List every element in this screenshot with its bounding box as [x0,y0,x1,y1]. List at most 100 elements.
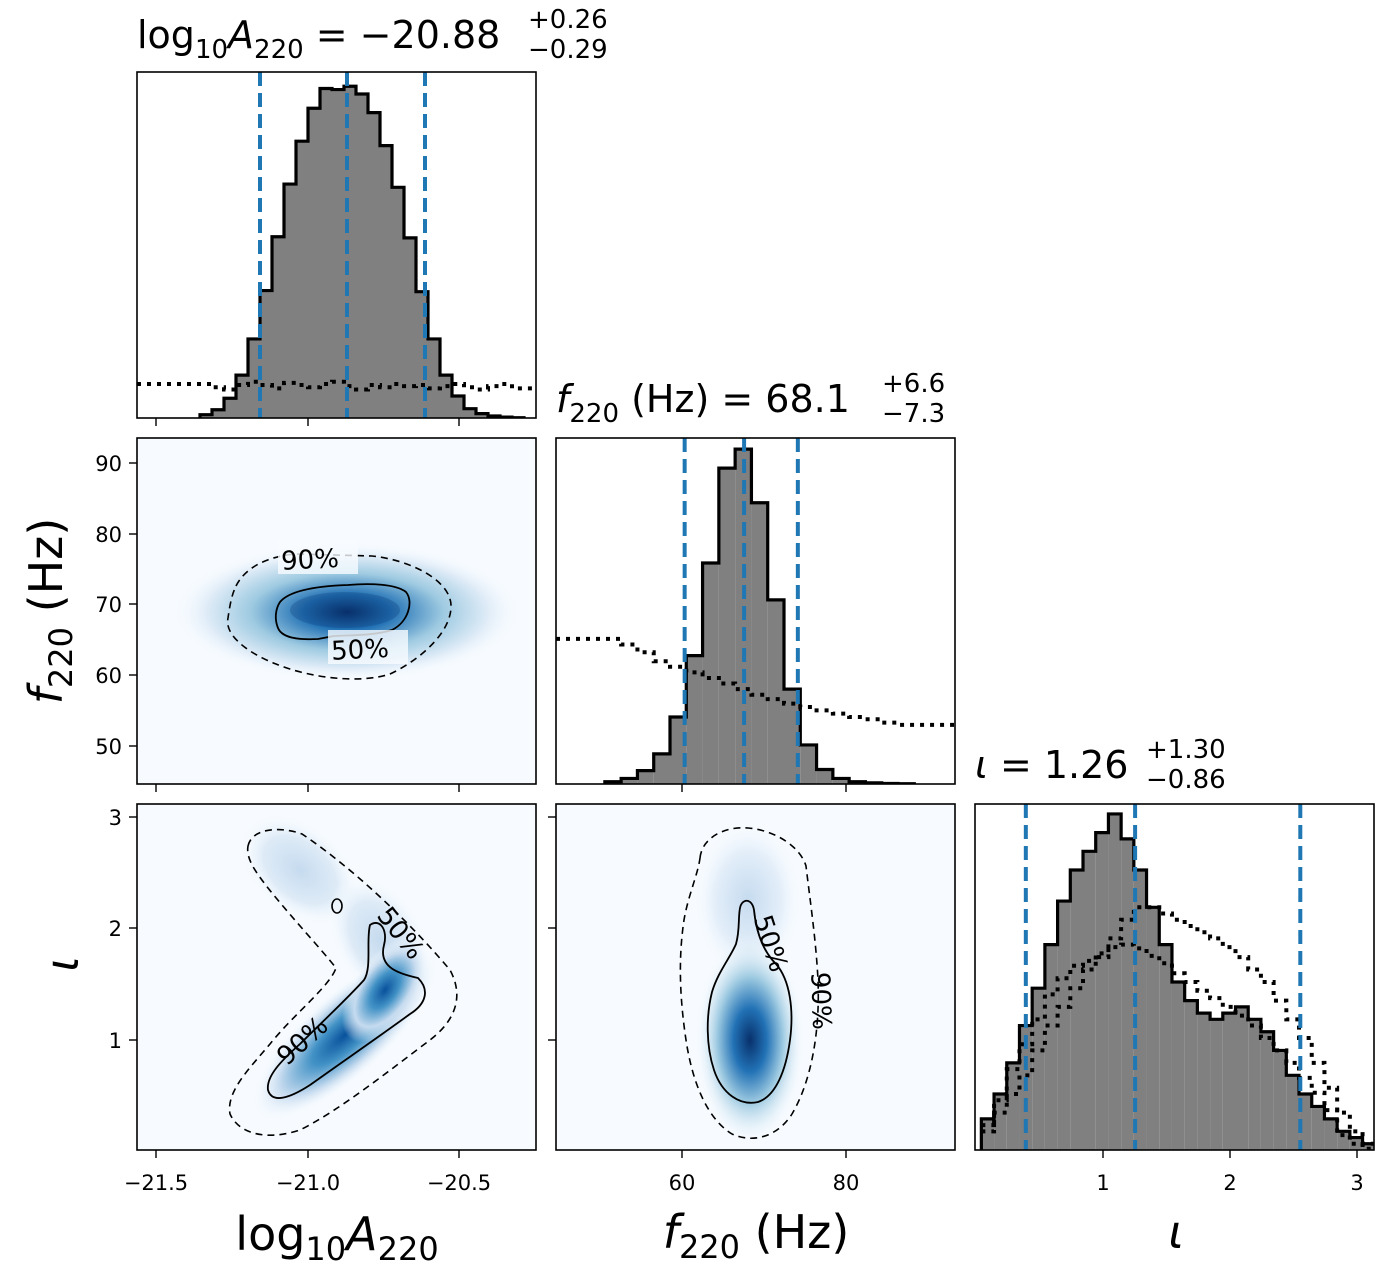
tick-label: 2 [109,917,122,941]
hist-bar [200,414,212,418]
panel-iota-vs-f220: 50% 90% 60 80 [548,803,956,1195]
hist-bar [686,655,703,784]
hist-bar [1171,981,1185,1150]
hist-bar [428,338,440,418]
hist-bar [653,753,670,784]
tick-label: 3 [109,806,122,830]
contour-label-90: 90% [804,971,836,1030]
hist-bar [1260,1031,1274,1150]
title-lower-error: −7.3 [882,399,945,429]
hist-bar [670,717,687,784]
x-ticks [155,784,460,792]
hist-outline [979,812,1374,1150]
contour-label-50: 50% [330,634,389,667]
panel-frame [136,437,537,785]
hist-bar [440,375,452,418]
hist-bar [637,770,654,784]
hist-bar [272,236,284,418]
hist-bar [1032,988,1045,1150]
tick-label: 70 [95,593,122,617]
y-ticks [129,462,137,747]
hist-bar [1184,1000,1198,1150]
panel-frame [974,803,1375,1151]
panel-log10a220-hist: log10A220 = −20.88 +0.26 −0.29 [136,5,608,426]
y-ticks [548,816,556,1041]
panel-title-log10a220: log10A220 = −20.88 [137,13,500,65]
quantile-lines [258,72,427,418]
panel-f220-vs-log10a220: 90% 50% 50 60 70 80 90 [95,437,537,792]
hist-bar [1057,901,1071,1150]
panel-title-iota: ι = 1.26 [975,743,1128,787]
panel-title-f220: f220 (Hz) = 68.1 [556,377,850,429]
hist-bar [1095,832,1109,1150]
hist-bar [767,599,784,784]
title-upper-error: +0.26 [528,5,608,35]
hist-bars [198,84,526,418]
tick-label: −21.0 [276,1171,340,1195]
title-upper-error: +1.30 [1146,735,1226,765]
contour-label-90: 90% [280,544,339,577]
hist-bar [1324,1118,1338,1150]
prior-curve [137,379,536,392]
prior-line [137,379,536,392]
hist-bar [832,778,850,784]
tick-label: −21.5 [124,1171,188,1195]
hist-bar [356,93,368,418]
x-tick-labels: −21.5 −21.0 −20.5 [124,1171,491,1195]
tick-label: −20.5 [427,1171,491,1195]
hist-bar [320,88,332,418]
prior-line [981,942,1374,1150]
hist-bar [416,291,428,418]
hist-bar [1197,1013,1211,1150]
hist-bar [1044,944,1058,1150]
hist-bar [1210,1019,1223,1150]
quantile-lines [1023,804,1303,1150]
x-ticks [155,1150,460,1158]
hist-bar [476,413,488,418]
hist-bar [1083,851,1096,1150]
hist-bar [1108,813,1122,1150]
hist-bar [284,184,296,418]
hist-bar [452,396,464,418]
panel-frame [555,437,956,785]
tick-label: 60 [669,1171,696,1195]
hist-bar [296,141,308,418]
prior-curve [981,942,1374,1150]
x-axis-label-f220: f220 (Hz) [663,1205,850,1266]
hist-outline [603,447,916,784]
x-ticks [155,418,460,426]
tick-label: 60 [95,664,122,688]
tick-label: 80 [833,1171,860,1195]
hist-bars [603,447,916,784]
hist-bar [1222,1013,1236,1150]
hist-bar [994,1093,1007,1150]
hist-bar [464,408,476,418]
hist-bar [308,108,320,418]
tick-label: 50 [95,735,122,759]
hist-bar [1273,1050,1287,1150]
hist-bar [751,502,768,784]
hist-bar [800,744,817,784]
tick-label: 1 [1096,1171,1109,1195]
y-tick-labels: 1 2 3 [109,806,122,1053]
panel-frame [555,803,956,1151]
hist-bar [1337,1131,1350,1150]
hist-bar [1349,1137,1363,1150]
contour-50 [267,922,426,1099]
density-map [172,542,522,682]
hist-bar [1235,1006,1249,1150]
x-ticks [1102,1150,1358,1158]
y-ticks [129,816,137,1041]
title-upper-error: +6.6 [882,369,945,399]
hist-bar [224,398,236,418]
y-axis-label-iota: ι [35,956,89,972]
contour-90 [226,553,452,680]
quantile-lines [682,438,800,784]
panel-frame [136,803,537,1151]
hist-bar [718,468,736,784]
hist-bar [212,409,224,418]
density-map [693,820,805,1145]
title-lower-error: −0.86 [1146,765,1226,795]
x-axis-label-log10a220: log10A220 [235,1207,438,1268]
